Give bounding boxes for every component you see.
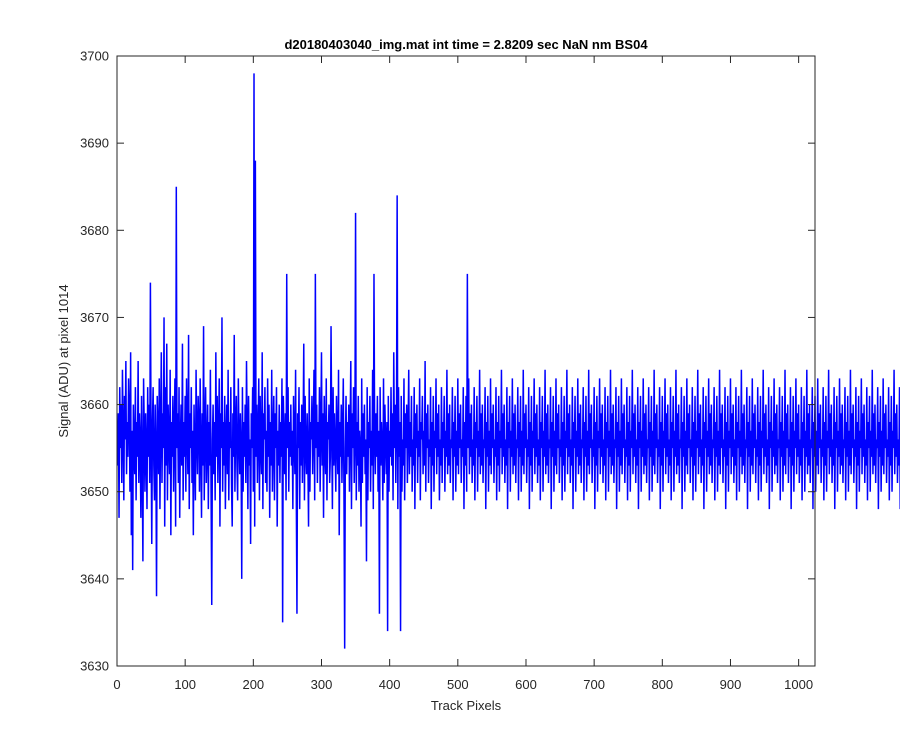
x-tick-label: 0 [113,677,120,692]
y-tick-label: 3650 [80,484,109,499]
x-tick-label: 1000 [784,677,813,692]
y-tick-label: 3690 [80,136,109,151]
y-tick-label: 3630 [80,659,109,674]
x-tick-label: 200 [242,677,264,692]
plot-area [117,56,815,666]
y-tick-label: 3680 [80,223,109,238]
plot-box [116,55,816,667]
y-tick-label: 3660 [80,397,109,412]
y-axis: 3630 3640 3650 3660 3670 3680 3690 3700 [80,49,815,674]
x-tick-label: 600 [515,677,537,692]
x-tick-label: 400 [379,677,401,692]
x-tick-label: 500 [447,677,469,692]
y-tick-label: 3670 [80,310,109,325]
y-tick-label: 3640 [80,571,109,586]
x-axis-label: Track Pixels [431,698,502,713]
x-tick-label: 300 [311,677,333,692]
chart-title: d20180403040_img.mat int time = 2.8209 s… [284,37,648,52]
y-tick-label: 3700 [80,49,109,64]
x-tick-label: 800 [651,677,673,692]
y-axis-label: Signal (ADU) at pixel 1014 [56,284,71,437]
x-tick-label: 100 [174,677,196,692]
x-axis: 0 100 200 300 400 500 600 700 800 900 1000 [113,56,813,692]
x-tick-label: 700 [583,677,605,692]
series-line-0 [116,73,900,649]
series-layer [116,73,900,649]
x-tick-label: 900 [720,677,742,692]
